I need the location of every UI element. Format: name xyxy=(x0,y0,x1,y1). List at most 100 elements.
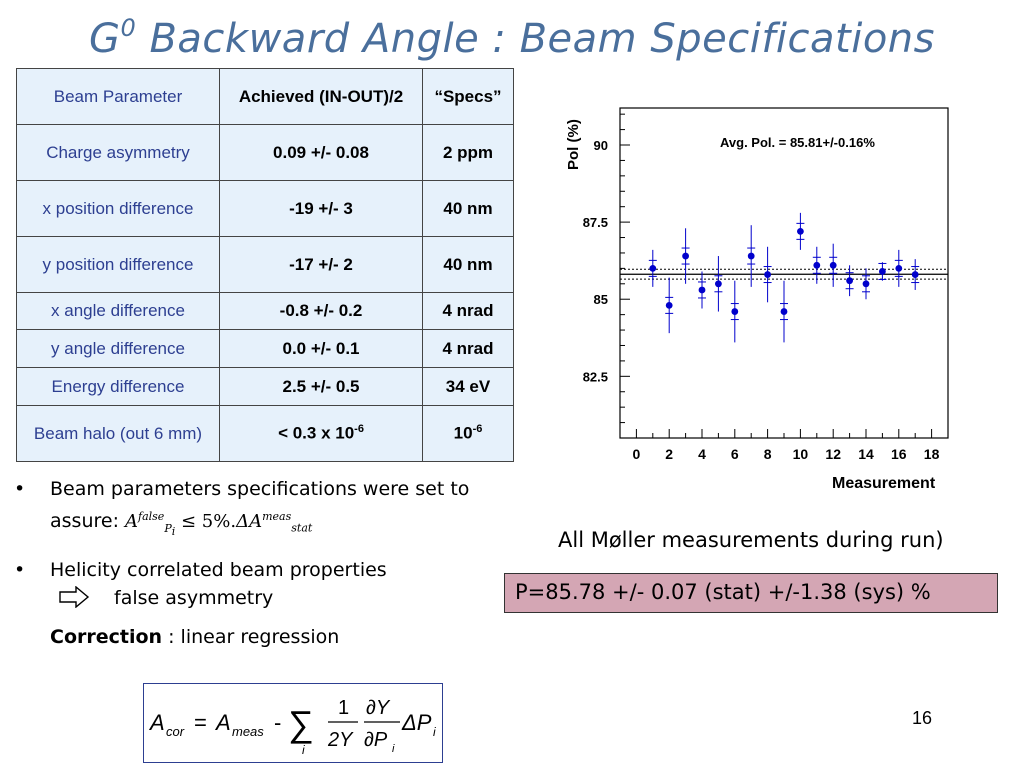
spec-cell: 2 ppm xyxy=(422,124,514,181)
param-cell: Beam halo (out 6 mm) xyxy=(16,405,220,462)
achieved-cell: < 0.3 x 10-6 xyxy=(219,405,423,462)
achieved-cell: 0.0 +/- 0.1 xyxy=(219,329,423,368)
svg-text:∂P: ∂P xyxy=(364,729,388,751)
svg-text:∑: ∑ xyxy=(288,703,314,744)
spec-cell: 4 nrad xyxy=(422,292,514,330)
x-tick-label: 16 xyxy=(891,446,907,462)
x-tick-label: 18 xyxy=(924,446,940,462)
title-rest: Backward Angle : Beam Specifications xyxy=(136,16,935,62)
bullet-text: Helicity correlated beam properties xyxy=(50,558,387,581)
correction-label: Correction xyxy=(50,626,163,648)
regression-formula: A cor = A meas - ∑ i 1 2Y ∂Y ∂P i ΔP i xyxy=(143,683,443,763)
achieved-cell: -0.8 +/- 0.2 xyxy=(219,292,423,330)
param-cell: Energy difference xyxy=(16,367,220,406)
data-point xyxy=(895,264,903,272)
data-point xyxy=(846,277,853,285)
data-point xyxy=(764,271,771,278)
data-point xyxy=(665,301,673,309)
table-header-row: Beam Parameter Achieved (IN-OUT)/2 “Spec… xyxy=(16,68,514,125)
x-tick-label: 2 xyxy=(665,446,673,462)
y-tick-label: 90 xyxy=(594,138,608,153)
title-main: G xyxy=(88,16,121,62)
x-axis-label: Measurement xyxy=(832,475,936,492)
data-point xyxy=(879,268,886,275)
svg-text:i: i xyxy=(302,743,305,757)
svg-text:-: - xyxy=(274,710,281,735)
spec-base: 10 xyxy=(453,423,473,443)
spec-cell: 34 eV xyxy=(422,367,514,406)
param-cell: x position difference xyxy=(16,180,220,237)
page-number: 16 xyxy=(912,708,933,728)
svg-text:meas: meas xyxy=(232,724,264,739)
false-asymmetry-text: false asymmetry xyxy=(114,587,274,609)
data-point xyxy=(649,264,657,272)
achieved-cell: -19 +/- 3 xyxy=(219,180,423,237)
data-point xyxy=(911,271,919,278)
table-row: x angle difference -0.8 +/- 0.2 4 nrad xyxy=(16,292,514,330)
table-row: Charge asymmetry 0.09 +/- 0.08 2 ppm xyxy=(16,124,514,181)
param-cell: y position difference xyxy=(16,236,220,293)
x-tick-label: 14 xyxy=(858,446,874,462)
param-cell: Charge asymmetry xyxy=(16,124,220,181)
data-point xyxy=(747,252,755,260)
beam-spec-table: Beam Parameter Achieved (IN-OUT)/2 “Spec… xyxy=(16,68,514,462)
svg-text:1: 1 xyxy=(338,697,349,719)
bullet-item: • Helicity correlated beam properties xyxy=(14,557,504,584)
avg-pol-annotation: Avg. Pol. = 85.81+/-0.16% xyxy=(720,135,875,150)
svg-text:=: = xyxy=(194,710,207,735)
svg-text:A: A xyxy=(148,710,165,735)
svg-text:cor: cor xyxy=(166,724,185,739)
data-point xyxy=(682,252,689,260)
y-axis-label: Pol (%) xyxy=(565,119,582,170)
param-cell: y angle difference xyxy=(16,329,220,368)
data-point xyxy=(715,280,722,288)
table-row: y position difference -17 +/- 2 40 nm xyxy=(16,236,514,293)
data-point xyxy=(797,227,804,235)
header-achieved: Achieved (IN-OUT)/2 xyxy=(219,68,423,125)
achieved-cell: -17 +/- 2 xyxy=(219,236,423,293)
result-box: P=85.78 +/- 0.07 (stat) +/-1.38 (sys) % xyxy=(504,573,998,613)
achieved-cell: 2.5 +/- 0.5 xyxy=(219,367,423,406)
spec-cell: 4 nrad xyxy=(422,329,514,368)
bullet-text: Beam parameters specifications were set … xyxy=(50,478,470,532)
data-point xyxy=(829,261,837,269)
svg-text:2Y: 2Y xyxy=(327,729,354,751)
chart-marks xyxy=(620,212,948,343)
data-point xyxy=(813,261,821,269)
svg-text:i: i xyxy=(433,725,436,739)
achieved-cell: 0.09 +/- 0.08 xyxy=(219,124,423,181)
x-tick-label: 0 xyxy=(633,446,641,462)
header-specs: “Specs” xyxy=(422,68,514,125)
data-point xyxy=(731,308,739,315)
x-tick-label: 6 xyxy=(731,446,739,462)
arrow-row: false asymmetry xyxy=(58,585,274,609)
svg-text:i: i xyxy=(392,743,395,755)
bullet-dot: • xyxy=(14,478,26,500)
table-row: Beam halo (out 6 mm) < 0.3 x 10-6 10-6 xyxy=(16,405,514,462)
regression-formula-svg: A cor = A meas - ∑ i 1 2Y ∂Y ∂P i ΔP i xyxy=(148,697,436,757)
table-row: y angle difference 0.0 +/- 0.1 4 nrad xyxy=(16,329,514,368)
correction-text: : linear regression xyxy=(162,626,340,648)
bullet-list: • Beam parameters specifications were se… xyxy=(14,476,504,584)
data-point xyxy=(698,286,706,294)
right-arrow-icon xyxy=(59,585,90,609)
svg-text:ΔP: ΔP xyxy=(401,710,432,735)
bullet-dot: • xyxy=(14,558,26,581)
spec-exponent: -6 xyxy=(472,423,483,436)
page-title: G0 Backward Angle : Beam Specifications xyxy=(0,14,1024,62)
achieved-base: < 0.3 x 10 xyxy=(278,423,355,443)
svg-text:∂Y: ∂Y xyxy=(366,697,391,719)
param-cell: x angle difference xyxy=(16,292,220,330)
svg-text:A: A xyxy=(214,710,231,735)
x-tick-label: 12 xyxy=(825,446,841,462)
x-tick-label: 10 xyxy=(793,446,809,462)
data-point xyxy=(862,280,870,288)
spec-cell: 40 nm xyxy=(422,236,514,293)
header-beam-parameter: Beam Parameter xyxy=(16,68,220,125)
false-asymmetry-formula: AfalsePi ≤ 5%.ΔAmeasstat xyxy=(125,510,313,538)
table-row: x position difference -19 +/- 3 40 nm xyxy=(16,180,514,237)
y-tick-label: 87.5 xyxy=(583,215,608,230)
bullet-item: • Beam parameters specifications were se… xyxy=(14,476,504,545)
data-point xyxy=(780,308,788,315)
chart-axes: 0 2 4 6 8 10 12 14 16 18 82.5 85 87.5 90 xyxy=(583,107,949,462)
